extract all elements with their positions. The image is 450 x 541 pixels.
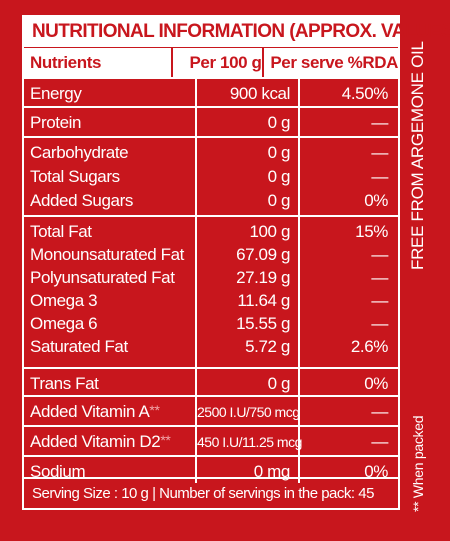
table-header: Nutrients Per 100 g Per serve %RDA: [24, 47, 398, 77]
nutrient-rda: 0%: [364, 191, 388, 210]
nutrient-rda: —: [371, 432, 388, 451]
nutrient-rda: 2.6%: [350, 337, 389, 356]
nutrient-value: 0 g: [267, 143, 291, 162]
footnote-mark: **: [160, 432, 171, 448]
row-group-protein: Protein 0 g —: [24, 106, 398, 136]
nutrient-value: 11.64 g: [237, 291, 290, 310]
footnote-text: ** When packed: [410, 415, 426, 512]
row-group-vitamin-a: Added Vitamin A** 2500 I.U/750 mcg —: [24, 395, 398, 425]
nutrient-name: Added Sugars: [30, 191, 133, 210]
nutrient-name: Carbohydrate: [30, 143, 129, 162]
nutrient-value: 2500 I.U/750 mcg: [197, 404, 300, 420]
nutrient-rda: 15%: [355, 222, 388, 241]
footnote-mark: **: [149, 402, 160, 418]
nutrient-value: 15.55 g: [236, 314, 290, 333]
nutrient-rda: 4.50%: [341, 84, 389, 103]
nutrient-name: Saturated Fat: [30, 337, 128, 356]
nutrient-value: 0 g: [267, 191, 291, 210]
nutrition-table: NUTRITIONAL INFORMATION (APPROX. VALUES)…: [22, 15, 450, 510]
nutrient-rda: —: [371, 143, 388, 162]
table-title: NUTRITIONAL INFORMATION (APPROX. VALUES): [24, 17, 450, 47]
row-group-energy: Energy 900 kcal 4.50%: [24, 77, 398, 106]
header-nutrients: Nutrients: [24, 48, 174, 77]
nutrient-rda: 0%: [364, 374, 388, 393]
row-group-trans-fat: Trans Fat 0 g 0%: [24, 367, 398, 395]
nutrient-name: Energy: [30, 84, 82, 103]
nutrient-value: 450 I.U/11.25 mcg: [197, 434, 302, 450]
nutrient-name: Omega 3: [30, 291, 98, 310]
nutrient-rda: —: [371, 113, 388, 132]
nutrient-name: Added Vitamin A: [30, 402, 150, 421]
header-rda: Per serve %RDA: [270, 52, 398, 72]
nutrient-rda: —: [371, 314, 388, 333]
row-group-carbohydrate: Carbohydrate Total Sugars Added Sugars 0…: [24, 136, 398, 215]
nutrient-rda: —: [371, 291, 388, 310]
header-per-100g: Per 100 g: [173, 48, 265, 77]
nutrient-name: Sodium: [30, 462, 86, 481]
nutrient-value: 67.09 g: [236, 245, 290, 264]
nutrient-rda: —: [371, 268, 388, 287]
nutrient-name: Omega 6: [30, 314, 98, 333]
row-group-sodium: Sodium 0 mg 0%: [24, 455, 398, 483]
nutrient-value: 0 g: [267, 374, 291, 393]
nutrient-name: Monounsaturated Fat: [30, 245, 184, 264]
nutrient-value: 100 g: [249, 222, 290, 241]
nutrient-name: Total Sugars: [30, 167, 120, 186]
nutrient-value: 27.19 g: [236, 268, 290, 287]
row-group-fat: Total Fat Monounsaturated Fat Polyunsatu…: [24, 215, 398, 367]
nutrient-name: Polyunsaturated Fat: [30, 268, 175, 287]
nutrient-value: 0 g: [267, 113, 291, 132]
nutrient-rda: 0%: [364, 462, 388, 481]
nutrient-rda: —: [371, 245, 388, 264]
nutrient-name: Added Vitamin D2: [30, 432, 161, 451]
nutrient-value: 0 g: [267, 167, 291, 186]
nutrient-value: 0 mg: [253, 462, 291, 481]
nutrient-name: Total Fat: [30, 222, 92, 241]
serving-info: Serving Size : 10 g | Number of servings…: [24, 477, 398, 508]
nutrient-rda: —: [371, 167, 388, 186]
nutrient-rda: —: [371, 402, 388, 421]
side-claim-text: FREE FROM ARGEMONE OIL: [408, 41, 427, 270]
nutrient-value: 5.72 g: [245, 337, 290, 356]
nutrient-name: Trans Fat: [30, 374, 99, 393]
nutrient-name: Protein: [30, 113, 82, 132]
row-group-vitamin-d2: Added Vitamin D2** 450 I.U/11.25 mcg —: [24, 425, 398, 455]
nutrient-value: 900 kcal: [229, 84, 291, 103]
